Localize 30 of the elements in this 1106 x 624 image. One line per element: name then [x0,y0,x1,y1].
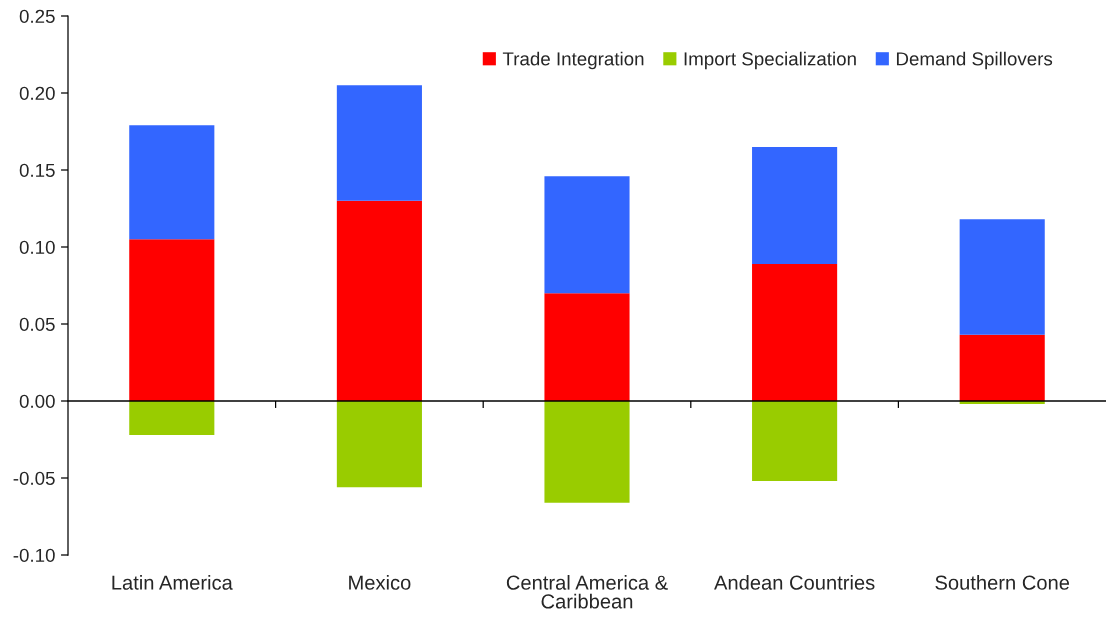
y-tick-label: 0.15 [19,163,55,177]
y-tick-label: 0.05 [19,317,55,331]
y-tick-label: 0.10 [19,240,55,254]
bar [752,401,838,482]
x-tick-label: Southern Cone [935,575,1070,590]
bar [752,146,838,264]
y-tick-label: 0.25 [19,9,55,23]
bar [336,200,422,401]
y-tick-label: -0.05 [13,471,55,485]
legend-label: Trade Integration [502,51,644,70]
x-tick-label: Central America & Caribbean [506,575,668,609]
y-tick-label: 0.20 [19,86,55,100]
x-tick-label: Andean Countries [714,575,875,590]
legend-label: Import Specialization [684,51,856,70]
bar [544,401,630,503]
bar [959,334,1045,401]
y-tick-label: -0.10 [13,548,55,562]
x-tick-label: Latin America [112,575,233,590]
bar [959,219,1045,335]
bar [129,125,215,240]
bar [544,176,630,294]
bar [336,401,422,488]
x-tick-label: Mexico [349,575,411,590]
bar [752,263,838,401]
y-tick-label: 0.00 [19,394,55,408]
bar [544,293,630,401]
bar [129,401,215,435]
bar [129,239,215,401]
legend-label: Demand Spillovers [896,51,1053,70]
bar [336,85,422,201]
